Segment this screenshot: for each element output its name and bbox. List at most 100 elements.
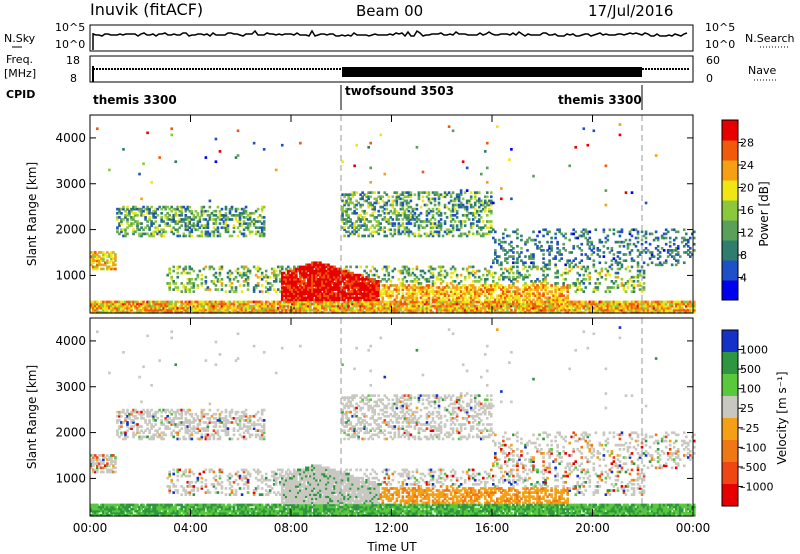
power-cell bbox=[118, 209, 121, 213]
power-cell bbox=[383, 292, 387, 296]
power-cell bbox=[341, 211, 344, 215]
power-cell bbox=[371, 294, 375, 298]
power-cell bbox=[650, 310, 654, 314]
power-cell bbox=[158, 232, 161, 236]
power-cell bbox=[148, 306, 151, 310]
power-cell bbox=[646, 249, 650, 252]
power-cell bbox=[536, 234, 539, 238]
power-cell bbox=[353, 302, 356, 306]
power-cell bbox=[576, 286, 580, 289]
power-cell bbox=[238, 220, 242, 223]
power-cell bbox=[361, 284, 364, 287]
power-cell bbox=[90, 304, 93, 308]
power-cell bbox=[433, 222, 437, 225]
power-cell bbox=[357, 216, 360, 219]
power-cell bbox=[274, 306, 278, 310]
power-cell bbox=[288, 267, 292, 271]
power-cell bbox=[200, 209, 204, 213]
power-cell bbox=[610, 306, 614, 310]
power-cell bbox=[479, 209, 483, 213]
power-cell bbox=[284, 282, 288, 285]
power-cell bbox=[421, 288, 425, 291]
power-cell bbox=[128, 306, 131, 310]
power-cell bbox=[313, 271, 316, 275]
power-cell bbox=[578, 308, 582, 312]
power-cell bbox=[600, 302, 604, 306]
power-cell bbox=[389, 308, 393, 312]
power-cell bbox=[323, 290, 326, 293]
power-cell bbox=[556, 286, 559, 289]
station-title: Inuvik (fitACF) bbox=[90, 0, 203, 19]
power-cell bbox=[403, 296, 407, 300]
power-cell bbox=[453, 203, 457, 207]
power-cell bbox=[419, 288, 423, 291]
power-cell bbox=[126, 304, 129, 308]
power-cell bbox=[184, 226, 188, 230]
power-cell bbox=[190, 300, 194, 304]
power-cell bbox=[222, 306, 226, 310]
power-cell bbox=[413, 306, 417, 310]
power-cell bbox=[572, 282, 576, 285]
power-cell bbox=[409, 286, 413, 289]
power-cell bbox=[383, 310, 387, 314]
power-cell bbox=[361, 302, 364, 306]
power-cell bbox=[393, 211, 397, 215]
power-cell bbox=[293, 269, 296, 273]
power-cell bbox=[562, 247, 565, 250]
power-cell bbox=[588, 282, 592, 285]
power-cell bbox=[477, 275, 481, 279]
power-cell bbox=[586, 273, 590, 277]
power-cell bbox=[590, 300, 594, 304]
power-cell bbox=[353, 290, 356, 293]
power-cell bbox=[274, 310, 278, 314]
power-cell bbox=[504, 310, 507, 314]
power-cell bbox=[343, 296, 346, 300]
power-cell bbox=[188, 304, 192, 308]
power-cell bbox=[295, 275, 298, 279]
power-cell bbox=[288, 306, 292, 310]
power-cell bbox=[393, 288, 397, 291]
power-cell bbox=[399, 300, 403, 304]
power-cell bbox=[387, 296, 391, 300]
power-cell bbox=[624, 300, 628, 304]
power-cell bbox=[305, 298, 308, 302]
power-cell bbox=[323, 271, 326, 275]
power-cell bbox=[602, 230, 606, 234]
power-cell bbox=[397, 304, 401, 308]
power-cell bbox=[608, 304, 612, 308]
power-cell bbox=[365, 292, 368, 296]
power-cell bbox=[630, 275, 634, 279]
power-cell bbox=[524, 292, 527, 296]
power-cell bbox=[556, 288, 559, 291]
power-cell bbox=[381, 308, 385, 312]
power-cell bbox=[254, 300, 258, 304]
power-cell bbox=[154, 302, 157, 306]
power-cell bbox=[435, 290, 439, 293]
power-cell bbox=[590, 253, 594, 256]
power-cell bbox=[242, 310, 246, 314]
power-cell bbox=[377, 292, 381, 296]
power-cell bbox=[106, 261, 109, 265]
power-cell bbox=[136, 214, 139, 217]
power-cell bbox=[256, 275, 260, 279]
power-cell bbox=[106, 259, 109, 263]
power-cell bbox=[363, 304, 366, 308]
power-cell bbox=[399, 302, 403, 306]
power-cell bbox=[379, 308, 383, 312]
power-cell bbox=[618, 234, 622, 238]
power-cell bbox=[423, 306, 427, 310]
power-cell bbox=[126, 220, 129, 223]
power-cell bbox=[200, 214, 204, 217]
power-cell bbox=[142, 232, 145, 236]
power-cell bbox=[500, 310, 503, 314]
power-cell bbox=[616, 251, 620, 254]
power-cell bbox=[449, 224, 453, 227]
power-cell bbox=[494, 230, 497, 234]
power-cell bbox=[288, 298, 292, 302]
power-cell bbox=[361, 282, 364, 285]
power-cell bbox=[544, 290, 547, 293]
power-cell bbox=[431, 296, 435, 300]
power-cell bbox=[349, 294, 352, 298]
power-cell bbox=[435, 292, 439, 296]
power-cell bbox=[409, 292, 413, 296]
